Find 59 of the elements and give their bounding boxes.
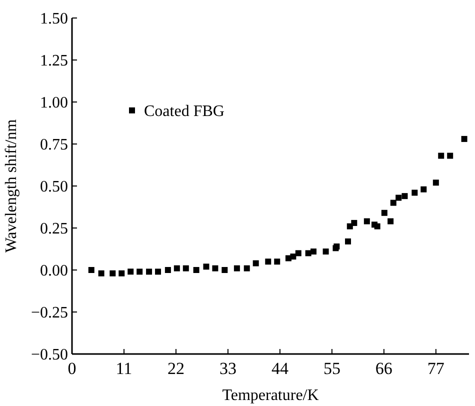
point (432, 180, 439, 186)
point (155, 268, 162, 275)
point (265, 258, 272, 265)
point (193, 267, 200, 273)
point (146, 268, 152, 275)
point (447, 152, 454, 159)
y-tick-label: 1.25 (40, 52, 68, 70)
y-tick-label: 0.50 (40, 178, 68, 196)
point (420, 186, 427, 192)
y-tick-label: −0.50 (30, 346, 68, 364)
point (381, 210, 388, 216)
point (310, 248, 317, 255)
point (98, 270, 104, 276)
point (174, 265, 180, 272)
x-tick-label: 66 (375, 359, 392, 378)
point (222, 267, 228, 273)
point (295, 250, 302, 256)
point (438, 152, 444, 159)
point (374, 223, 380, 230)
x-tick-label: 33 (219, 359, 236, 378)
point (412, 190, 418, 196)
point (88, 267, 94, 273)
point (322, 248, 329, 255)
y-tick-label: 0.75 (40, 136, 68, 154)
y-tick-label: 1.50 (40, 10, 68, 28)
point (252, 260, 259, 266)
y-tick-label: 0.25 (40, 220, 68, 238)
point (274, 258, 280, 265)
point (345, 238, 352, 244)
point (234, 265, 240, 272)
x-tick-label: 77 (427, 359, 445, 378)
x-tick-label: 55 (323, 359, 340, 378)
x-tick-label: 44 (271, 359, 289, 378)
point (461, 136, 468, 142)
point (396, 194, 402, 201)
point (402, 193, 408, 200)
y-tick-label: 1.00 (40, 94, 68, 112)
x-tick-label: 0 (68, 359, 76, 378)
point (128, 268, 134, 275)
point (164, 267, 171, 273)
x-axis-title: Temperature/K (222, 387, 320, 404)
x-tick-label: 22 (167, 359, 184, 378)
point (110, 270, 116, 276)
point (182, 265, 189, 272)
point (118, 270, 125, 276)
point (136, 268, 143, 275)
point (351, 220, 358, 226)
legend-label: Coated FBG (144, 103, 225, 120)
point (364, 218, 370, 224)
y-tick-label: 0.00 (40, 262, 68, 280)
point (390, 200, 396, 206)
point (203, 264, 210, 270)
point (388, 218, 394, 224)
point (212, 265, 218, 272)
point (290, 254, 296, 260)
x-tick-label: 11 (116, 359, 132, 378)
y-tick-label: −0.25 (30, 304, 68, 322)
y-axis-title: Wavelength shift/nm (3, 118, 20, 253)
point (244, 265, 250, 272)
